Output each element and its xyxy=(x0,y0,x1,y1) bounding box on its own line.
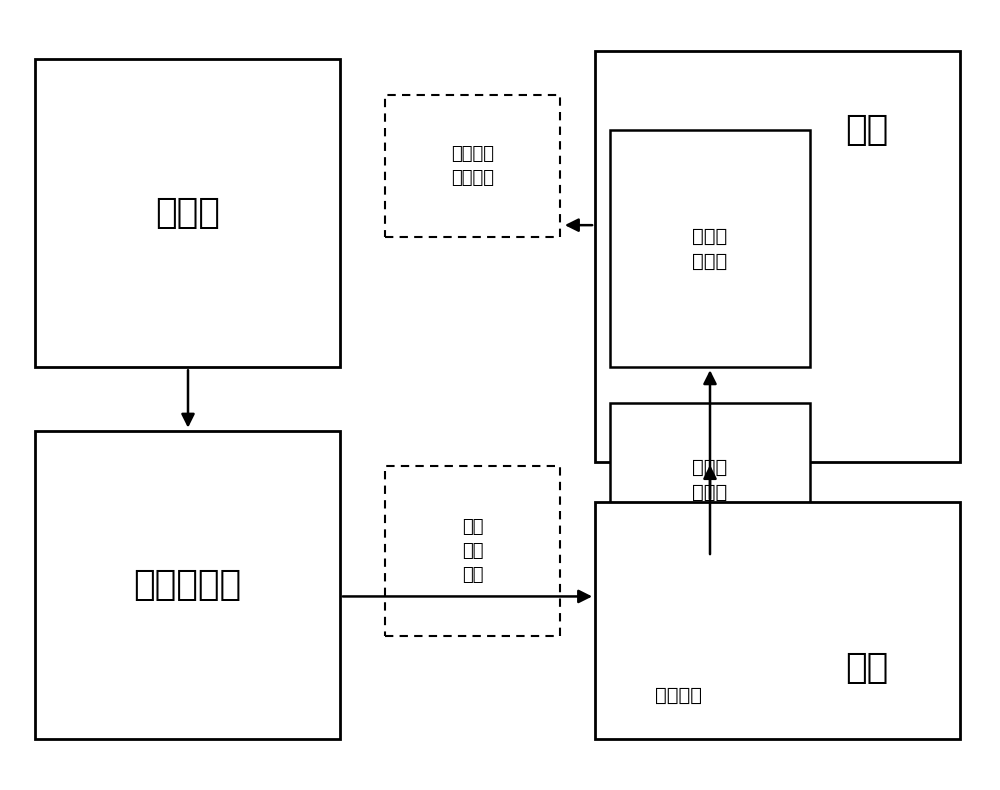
Bar xyxy=(35,59,340,367)
Text: 从控: 从控 xyxy=(845,650,888,685)
Bar xyxy=(385,95,560,237)
Text: 电池（包）: 电池（包） xyxy=(133,567,242,602)
Bar xyxy=(35,431,340,739)
Bar xyxy=(385,466,560,636)
Text: 信号采集: 信号采集 xyxy=(655,686,702,705)
Bar xyxy=(595,51,960,462)
Text: 充电电流
控制策略: 充电电流 控制策略 xyxy=(451,145,494,186)
Text: 充电器: 充电器 xyxy=(155,196,220,231)
Text: 电阻四
维图谱: 电阻四 维图谱 xyxy=(692,458,728,502)
Text: 主控: 主控 xyxy=(845,113,888,148)
Bar xyxy=(610,130,810,367)
Bar xyxy=(610,403,810,557)
Text: 恒温充
电算法: 恒温充 电算法 xyxy=(692,227,728,271)
Text: 电压
电流
温度: 电压 电流 温度 xyxy=(462,518,483,584)
Bar xyxy=(595,502,960,739)
